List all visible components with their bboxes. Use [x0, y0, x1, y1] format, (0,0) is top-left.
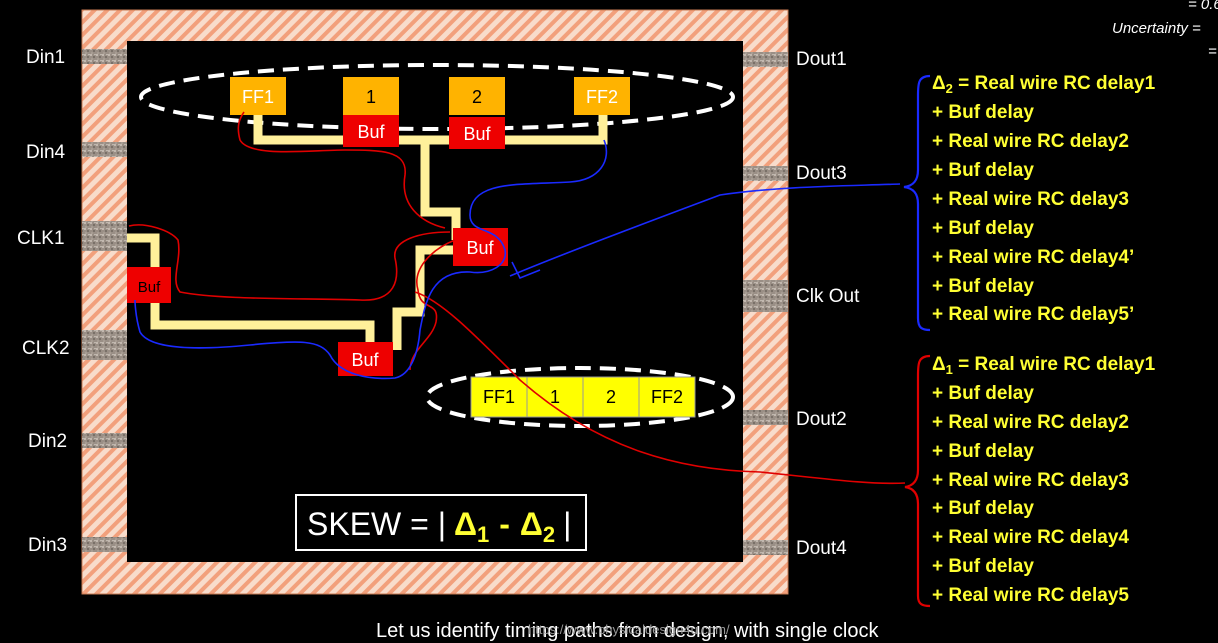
- pad-dout4: [743, 540, 788, 555]
- pad-din3: [82, 537, 127, 552]
- pin-dout1: Dout1: [796, 49, 847, 70]
- corner-value: = 0.6: [1188, 0, 1218, 13]
- corner-uncertainty: Uncertainty =: [1112, 20, 1201, 37]
- top-cell-2: [449, 77, 505, 115]
- bottom-ff1: [470, 376, 528, 418]
- bottom-ff2: [638, 376, 696, 418]
- delta1-line-3: + Buf delay: [932, 441, 1034, 462]
- clk-buf-mid: [453, 228, 508, 266]
- top-buf-2: [449, 117, 505, 149]
- bottom-row: FF1 1 2 FF2: [470, 376, 696, 418]
- delta2-line-2: + Real wire RC delay2: [932, 131, 1129, 152]
- top-ff1-label: FF1: [242, 87, 274, 107]
- bottom-group-ellipse: [425, 366, 735, 428]
- top-buf-2-label: Buf: [463, 124, 491, 144]
- top-group-ellipse: [139, 63, 735, 131]
- pad-din1: [82, 49, 127, 64]
- brace-delta1: [904, 354, 931, 608]
- delta2-line-1: + Buf delay: [932, 102, 1034, 123]
- blue-route: [134, 139, 901, 380]
- top-buf-1-label: Buf: [357, 122, 385, 142]
- bottom-ff2-label: FF2: [651, 387, 683, 407]
- delta1-line-4: + Real wire RC delay3: [932, 470, 1129, 491]
- delta2-line-3: + Buf delay: [932, 160, 1034, 181]
- red-route: [128, 111, 906, 485]
- bottom-ff1-label: FF1: [483, 387, 515, 407]
- top-cell-2-label: 2: [472, 87, 482, 107]
- delta1-line-8: + Real wire RC delay5: [932, 585, 1129, 606]
- delta1-line-2: + Real wire RC delay2: [932, 412, 1129, 433]
- clock-tree: [127, 110, 608, 352]
- top-cell-1-label: 1: [366, 87, 376, 107]
- delta1-line-6: + Real wire RC delay4: [932, 527, 1129, 548]
- delta2-line-6: + Real wire RC delay4’: [932, 247, 1135, 268]
- pad-dout2: [743, 410, 788, 425]
- pad-clk1: [82, 221, 127, 251]
- delta2-first: = Real wire RC delay1: [958, 73, 1156, 94]
- pin-clk1: CLK1: [17, 228, 65, 249]
- pin-clk2: CLK2: [22, 338, 70, 359]
- delta1-sub: 1: [945, 362, 953, 377]
- slide-caption: Let us identify timing paths from design…: [376, 620, 879, 642]
- skew-box: [295, 494, 587, 551]
- top-ff2: [574, 77, 630, 115]
- pad-din4: [82, 142, 127, 157]
- delta1-line-5: + Buf delay: [932, 498, 1034, 519]
- watermark: https://www.physicaldesign4u.com/: [528, 622, 730, 637]
- pad-clk-out: [743, 280, 788, 312]
- skew-formula: SKEW = | Δ1- Δ2 |: [307, 506, 571, 547]
- delta1-symbol: Δ: [932, 354, 946, 375]
- pad-din2: [82, 433, 127, 448]
- delta2-line-8: + Real wire RC delay5’: [932, 304, 1135, 325]
- top-buf-1: [343, 115, 399, 147]
- delta2-line-4: + Real wire RC delay3: [932, 189, 1129, 210]
- pin-din2: Din2: [28, 431, 68, 452]
- corner-equals: =: [1208, 43, 1217, 60]
- top-row: FF1 1 2 FF2 Buf Buf: [230, 77, 630, 149]
- clk-buf-left: [127, 267, 171, 303]
- pad-dout1: [743, 52, 788, 67]
- clk-buf-left-label: Buf: [138, 279, 161, 296]
- top-ff1: [230, 77, 286, 115]
- delta2-line-5: + Buf delay: [932, 218, 1034, 239]
- pad-dout3: [743, 166, 788, 181]
- delta1-line-7: + Buf delay: [932, 556, 1034, 577]
- delta2-line-0: Δ2 = Real wire RC delay1: [932, 73, 1155, 96]
- pin-dout2: Dout2: [796, 409, 847, 430]
- brace-delta2: [903, 74, 931, 332]
- delta2-symbol: Δ: [932, 73, 946, 94]
- delta2-sub: 2: [945, 81, 953, 96]
- pin-din3: Din3: [28, 535, 68, 556]
- pin-din4: Din4: [26, 142, 66, 163]
- pin-dout3: Dout3: [796, 163, 847, 184]
- bottom-cell-1-label: 1: [550, 387, 560, 407]
- pin-clk-out: Clk Out: [796, 286, 860, 307]
- delta2-line-7: + Buf delay: [932, 276, 1034, 297]
- pin-din1: Din1: [26, 47, 66, 68]
- pad-clk2: [82, 330, 127, 360]
- bottom-cell-2-label: 2: [606, 387, 616, 407]
- clk-buf-bottom-label: Buf: [351, 350, 379, 370]
- delta1-line-1: + Buf delay: [932, 383, 1034, 404]
- clk-buf-mid-label: Buf: [466, 238, 494, 258]
- top-ff2-label: FF2: [586, 87, 618, 107]
- bottom-cell-1: [526, 376, 584, 418]
- delta1-line-0: Δ1 = Real wire RC delay1: [932, 354, 1155, 377]
- top-cell-1: [343, 77, 399, 115]
- delta1-first: = Real wire RC delay1: [958, 354, 1156, 375]
- pin-dout4: Dout4: [796, 538, 847, 559]
